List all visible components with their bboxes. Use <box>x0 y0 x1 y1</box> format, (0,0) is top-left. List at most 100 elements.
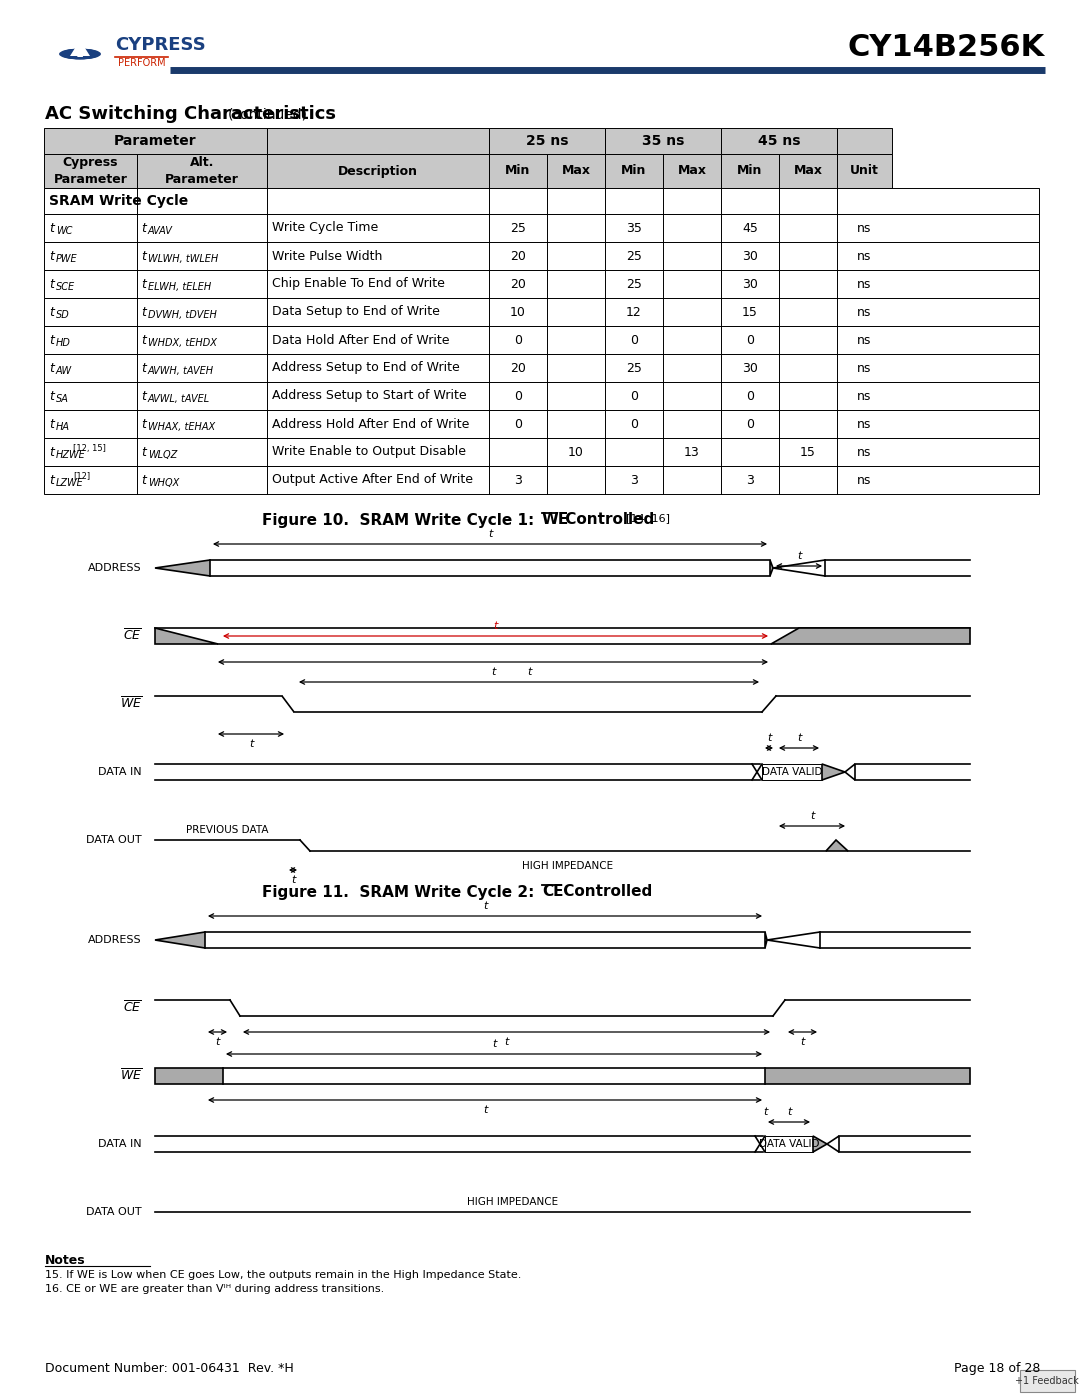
Bar <box>721 129 837 154</box>
Text: Write Cycle Time: Write Cycle Time <box>272 222 378 235</box>
Polygon shape <box>765 1067 970 1084</box>
Polygon shape <box>77 50 83 57</box>
Text: Max: Max <box>677 165 706 177</box>
Polygon shape <box>845 764 855 780</box>
Polygon shape <box>156 560 210 576</box>
Bar <box>837 129 892 154</box>
Text: 25 ns: 25 ns <box>526 134 568 148</box>
Text: t: t <box>141 418 146 430</box>
Bar <box>762 764 822 780</box>
Text: AC Switching Characteristics: AC Switching Characteristics <box>45 105 336 123</box>
Text: Min: Min <box>505 165 530 177</box>
Text: t: t <box>527 666 531 678</box>
Text: 10: 10 <box>510 306 526 319</box>
Text: 16. CE or WE are greater than Vᴵᴴ during address transitions.: 16. CE or WE are greater than Vᴵᴴ during… <box>45 1284 384 1294</box>
Text: ns: ns <box>858 362 872 374</box>
Text: Data Setup to End of Write: Data Setup to End of Write <box>272 306 440 319</box>
Bar <box>489 129 605 154</box>
Ellipse shape <box>62 49 98 59</box>
Text: AVWL, tAVEL: AVWL, tAVEL <box>148 394 211 404</box>
Bar <box>44 381 1039 409</box>
Text: ELWH, tELEH: ELWH, tELEH <box>148 282 212 292</box>
Text: Write Pulse Width: Write Pulse Width <box>272 250 382 263</box>
Bar <box>137 154 267 189</box>
Text: Parameter: Parameter <box>114 134 197 148</box>
Text: CY14B256K: CY14B256K <box>848 34 1045 63</box>
Bar <box>546 154 605 189</box>
Polygon shape <box>70 41 90 56</box>
Text: t: t <box>49 418 54 430</box>
Text: Page 18 of 28: Page 18 of 28 <box>954 1362 1040 1375</box>
Text: t: t <box>494 622 498 631</box>
Text: t: t <box>215 1037 219 1046</box>
Text: ns: ns <box>858 418 872 430</box>
Text: 13: 13 <box>684 446 700 458</box>
Polygon shape <box>765 932 767 949</box>
Text: DATA IN: DATA IN <box>98 767 141 777</box>
Text: 20: 20 <box>510 362 526 374</box>
Text: 3: 3 <box>746 474 754 486</box>
Bar <box>44 353 1039 381</box>
Text: ADDRESS: ADDRESS <box>89 563 141 573</box>
Text: Min: Min <box>738 165 762 177</box>
Text: AW: AW <box>56 366 72 376</box>
Text: 0: 0 <box>746 418 754 430</box>
Text: t: t <box>141 334 146 346</box>
Text: t: t <box>787 1106 792 1118</box>
Text: [12, 15]: [12, 15] <box>72 443 106 453</box>
Bar <box>44 214 1039 242</box>
Text: Figure 10.  SRAM Write Cycle 1:: Figure 10. SRAM Write Cycle 1: <box>262 513 540 528</box>
Ellipse shape <box>62 49 98 59</box>
Text: t: t <box>810 812 814 821</box>
Text: Max: Max <box>562 165 591 177</box>
Bar <box>44 189 1039 214</box>
Bar <box>663 154 721 189</box>
Text: DATA OUT: DATA OUT <box>86 1207 141 1217</box>
Text: CYPRESS: CYPRESS <box>114 36 206 54</box>
Bar <box>44 270 1039 298</box>
Text: t: t <box>797 733 801 743</box>
Bar <box>605 129 721 154</box>
Text: [14, 16]: [14, 16] <box>626 513 670 522</box>
Text: Output Active After End of Write: Output Active After End of Write <box>272 474 473 486</box>
Text: HA: HA <box>56 422 70 432</box>
Bar <box>1020 1370 1075 1391</box>
Bar <box>779 154 837 189</box>
Bar <box>721 154 779 189</box>
Text: DATA OUT: DATA OUT <box>86 835 141 845</box>
Text: t: t <box>248 739 253 749</box>
Text: t: t <box>797 550 801 562</box>
Ellipse shape <box>60 49 99 59</box>
Text: Figure 11.  SRAM Write Cycle 2:: Figure 11. SRAM Write Cycle 2: <box>262 884 540 900</box>
Text: Controlled: Controlled <box>561 513 654 528</box>
Text: WHQX: WHQX <box>148 478 179 488</box>
Text: 0: 0 <box>514 418 522 430</box>
Text: Unit: Unit <box>850 165 879 177</box>
Text: ns: ns <box>858 446 872 458</box>
Text: t: t <box>141 474 146 486</box>
Text: $\overline{CE}$: $\overline{CE}$ <box>123 629 141 644</box>
Text: DATA VALID: DATA VALID <box>759 1139 820 1148</box>
Text: ns: ns <box>858 278 872 291</box>
Text: 35 ns: 35 ns <box>642 134 685 148</box>
Text: t: t <box>49 362 54 374</box>
Bar <box>765 1136 813 1153</box>
Text: 12: 12 <box>626 306 642 319</box>
Text: 25: 25 <box>626 250 642 263</box>
Text: ns: ns <box>858 390 872 402</box>
Text: t: t <box>800 1037 805 1046</box>
Text: 0: 0 <box>746 334 754 346</box>
Text: t: t <box>49 278 54 291</box>
Text: Address Setup to Start of Write: Address Setup to Start of Write <box>272 390 467 402</box>
Polygon shape <box>767 932 820 949</box>
Text: DATA IN: DATA IN <box>98 1139 141 1148</box>
Bar <box>267 154 489 189</box>
Bar <box>267 129 489 154</box>
Polygon shape <box>156 932 205 949</box>
Text: 10: 10 <box>568 446 584 458</box>
Text: SRAM Write Cycle: SRAM Write Cycle <box>49 194 188 208</box>
Text: WE: WE <box>542 513 569 528</box>
Text: 15: 15 <box>742 306 758 319</box>
Polygon shape <box>822 764 845 780</box>
Text: ns: ns <box>858 250 872 263</box>
